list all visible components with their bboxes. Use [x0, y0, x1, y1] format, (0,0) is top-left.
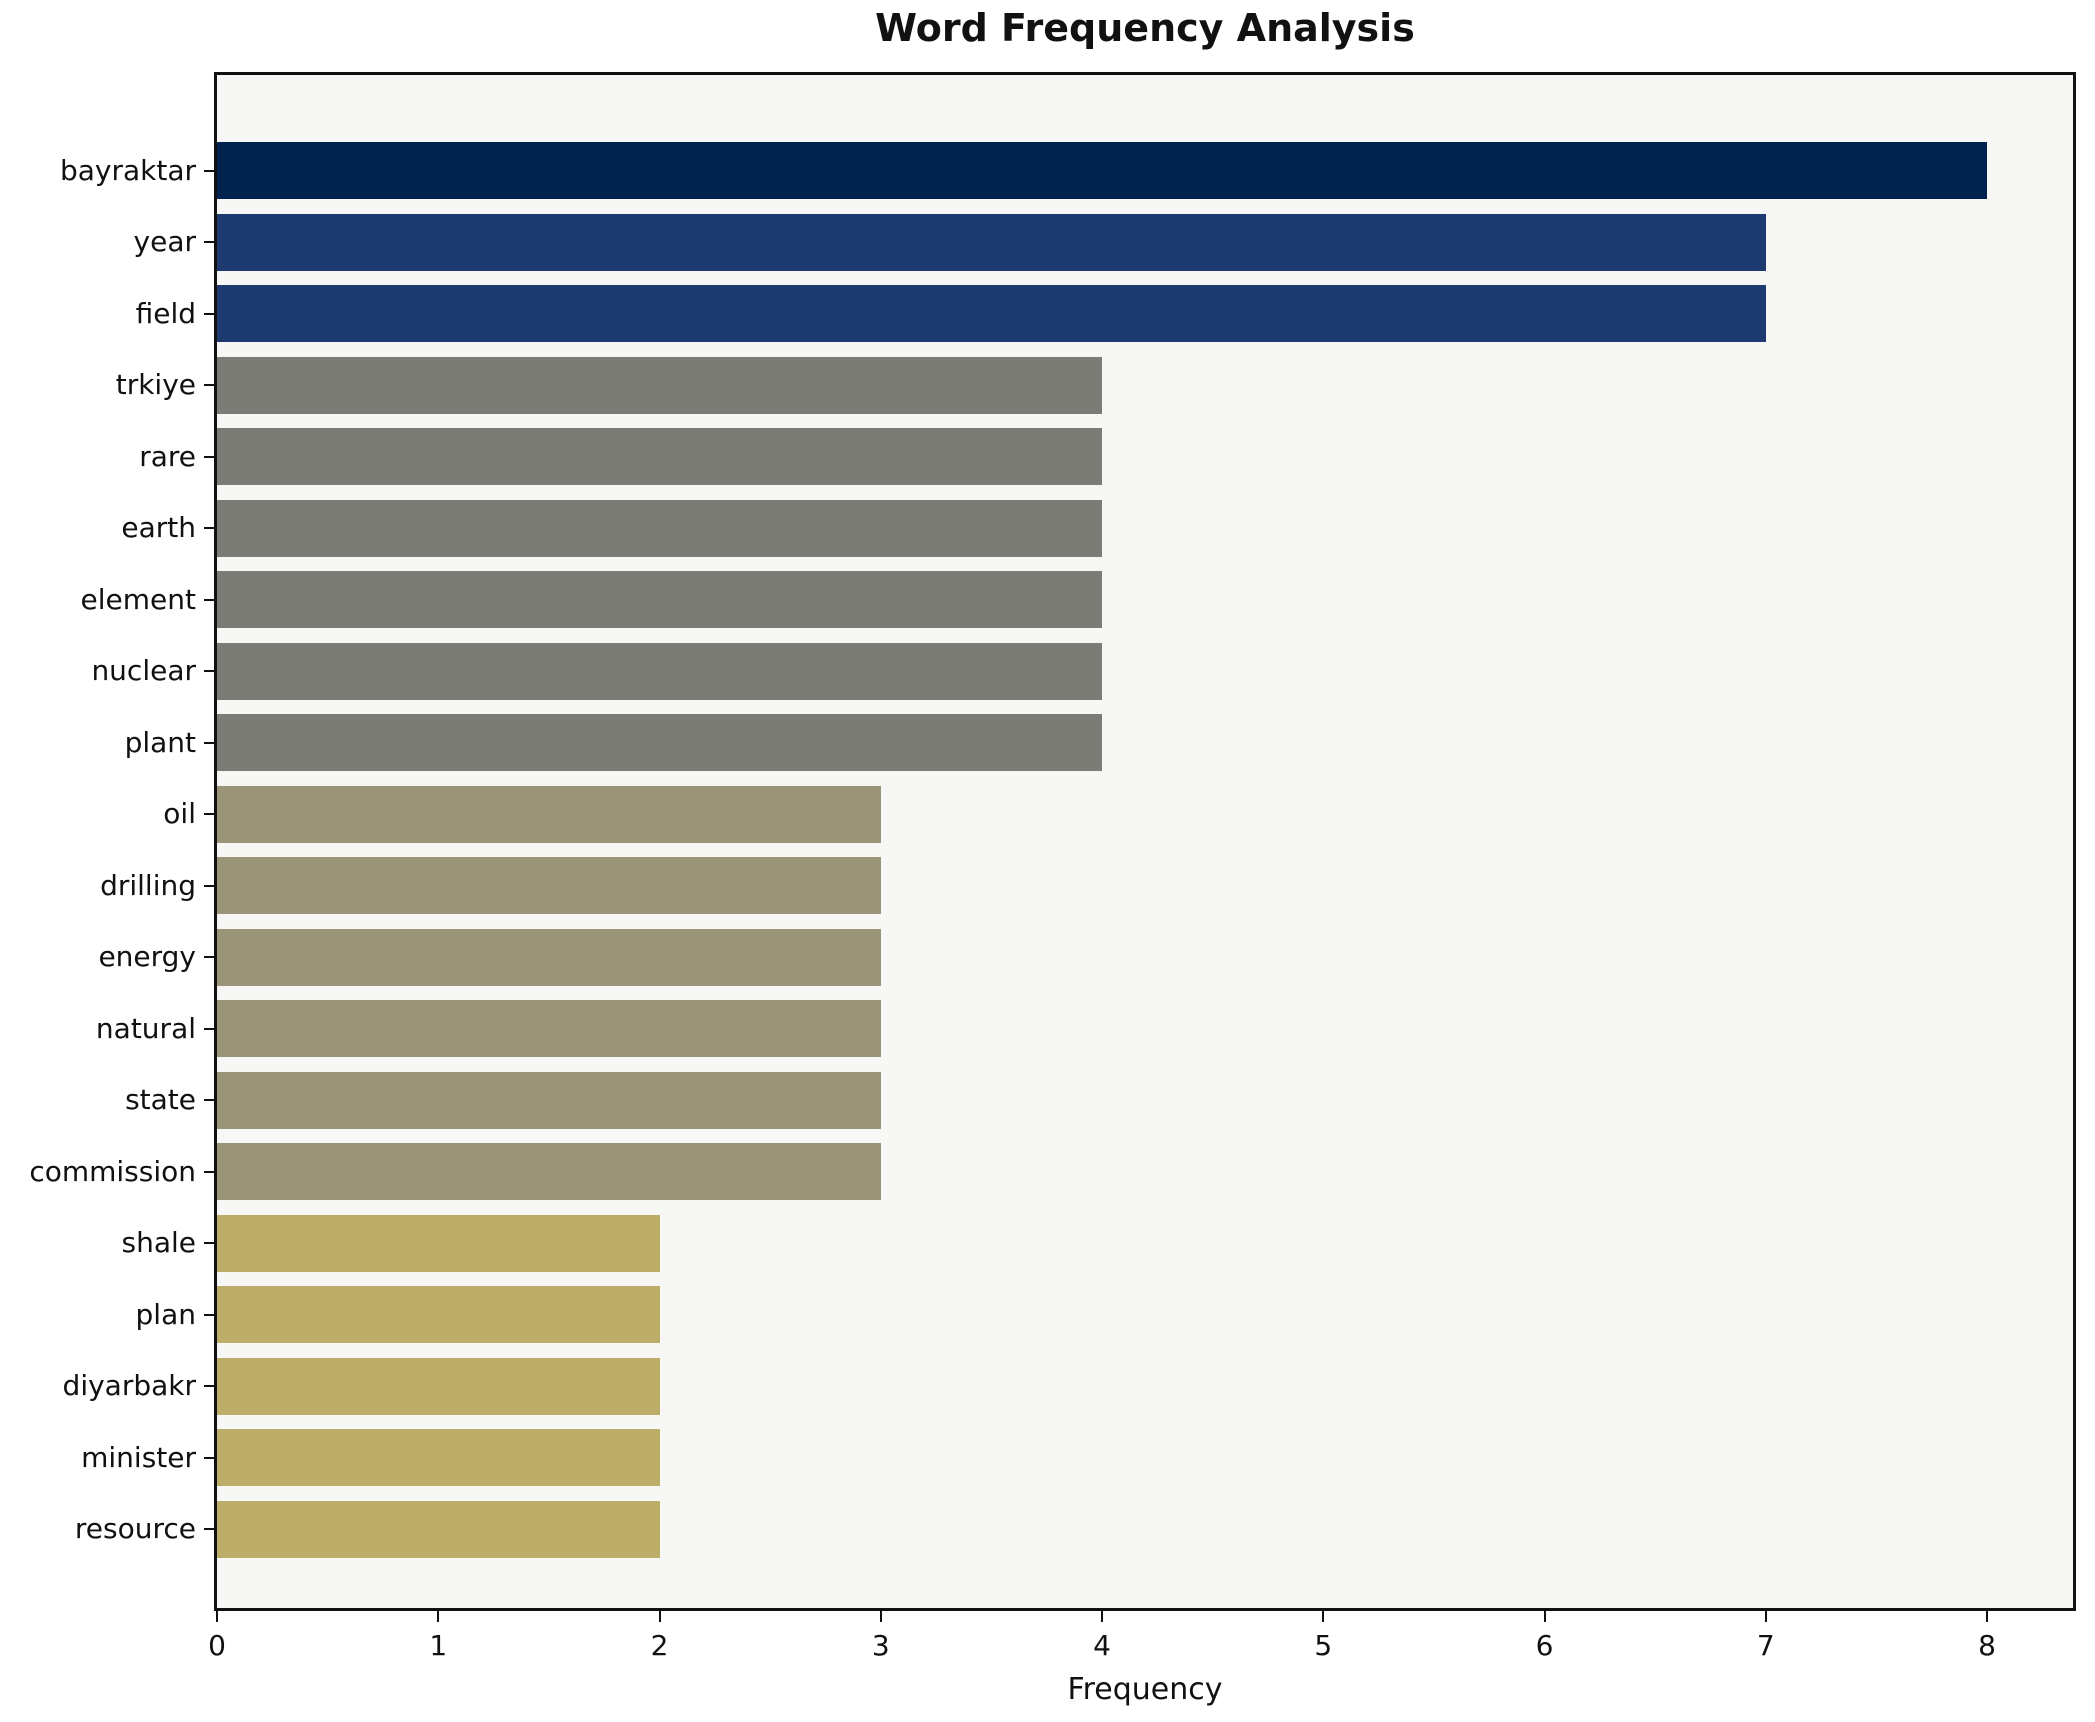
x-axis-title: Frequency	[1067, 1672, 1223, 1707]
x-tick-label: 0	[208, 1629, 226, 1662]
x-tick	[437, 1611, 440, 1622]
x-tick	[1543, 1611, 1546, 1622]
bar-year	[217, 213, 1766, 271]
bar-trkiye	[217, 356, 1102, 414]
y-tick-label: bayraktar	[59, 153, 196, 187]
bar-rare	[217, 428, 1102, 485]
x-tick-label: 6	[1535, 1629, 1554, 1662]
y-tick-label: drilling	[100, 868, 196, 902]
y-tick-label: resource	[74, 1512, 196, 1545]
y-tick	[204, 1170, 214, 1173]
bar-oil	[217, 785, 881, 843]
x-tick-label: 3	[871, 1629, 890, 1662]
bars-layer	[217, 75, 2073, 1608]
y-tick-label: element	[80, 582, 196, 616]
bar-drilling	[217, 857, 881, 914]
x-tick-label: 5	[1314, 1629, 1333, 1662]
bar-diyarbakr	[217, 1357, 660, 1415]
y-tick	[204, 1027, 214, 1030]
y-tick	[204, 598, 214, 601]
y-tick	[204, 241, 214, 243]
y-tick-label: plan	[135, 1297, 196, 1331]
y-tick	[204, 169, 214, 172]
x-tick	[1101, 1611, 1103, 1622]
y-tick-label: shale	[121, 1226, 197, 1259]
bar-element	[217, 571, 1102, 628]
x-tick	[1764, 1611, 1767, 1622]
y-tick	[204, 1385, 214, 1387]
y-tick-label: rare	[139, 439, 196, 473]
bar-minister	[217, 1429, 660, 1486]
y-tick-label: minister	[81, 1440, 196, 1474]
y-tick-label: nuclear	[91, 654, 196, 687]
y-tick	[204, 741, 214, 744]
y-tick	[204, 1456, 214, 1459]
x-tick-label: 7	[1756, 1629, 1775, 1662]
bar-plan	[217, 1286, 660, 1343]
bar-field	[217, 285, 1766, 342]
y-tick	[204, 884, 214, 887]
y-tick	[204, 455, 214, 458]
y-tick	[204, 813, 214, 815]
x-tick	[216, 1611, 218, 1622]
bar-nuclear	[217, 642, 1102, 700]
y-tick	[204, 1242, 214, 1244]
bar-energy	[217, 928, 881, 986]
y-tick-label: year	[133, 225, 196, 258]
bar-shale	[217, 1214, 660, 1272]
bar-commission	[217, 1143, 881, 1200]
y-tick	[204, 1313, 214, 1316]
y-tick-label: state	[125, 1083, 196, 1116]
y-tick-label: earth	[121, 511, 196, 544]
y-tick	[204, 670, 214, 672]
y-tick	[204, 527, 214, 529]
y-tick-label: trkiye	[115, 368, 196, 401]
x-tick-label: 4	[1093, 1629, 1111, 1662]
x-tick-label: 1	[429, 1629, 448, 1662]
y-tick-label: commission	[29, 1154, 196, 1188]
chart-title: Word Frequency Analysis	[875, 6, 1415, 50]
x-tick-label: 8	[1978, 1629, 1996, 1662]
bar-bayraktar	[217, 142, 1987, 199]
y-tick-label: oil	[163, 797, 196, 830]
y-tick	[204, 384, 214, 386]
y-tick	[204, 1528, 214, 1530]
bar-earth	[217, 499, 1102, 557]
bar-plant	[217, 714, 1102, 771]
y-tick	[204, 956, 214, 958]
x-tick	[1986, 1611, 1988, 1622]
y-tick-label: energy	[98, 940, 196, 973]
x-tick	[879, 1611, 882, 1622]
bar-resource	[217, 1500, 660, 1558]
y-tick-label: diyarbakr	[62, 1369, 196, 1402]
x-tick	[658, 1611, 661, 1622]
plot-area	[214, 72, 2076, 1611]
y-tick	[204, 312, 214, 315]
y-tick-label: field	[135, 296, 196, 330]
y-tick	[204, 1099, 214, 1101]
bar-natural	[217, 1000, 881, 1057]
x-tick-label: 2	[650, 1629, 669, 1662]
y-tick-label: natural	[95, 1011, 196, 1045]
bar-state	[217, 1071, 881, 1129]
x-tick	[1322, 1611, 1325, 1622]
y-tick-label: plant	[124, 725, 196, 759]
